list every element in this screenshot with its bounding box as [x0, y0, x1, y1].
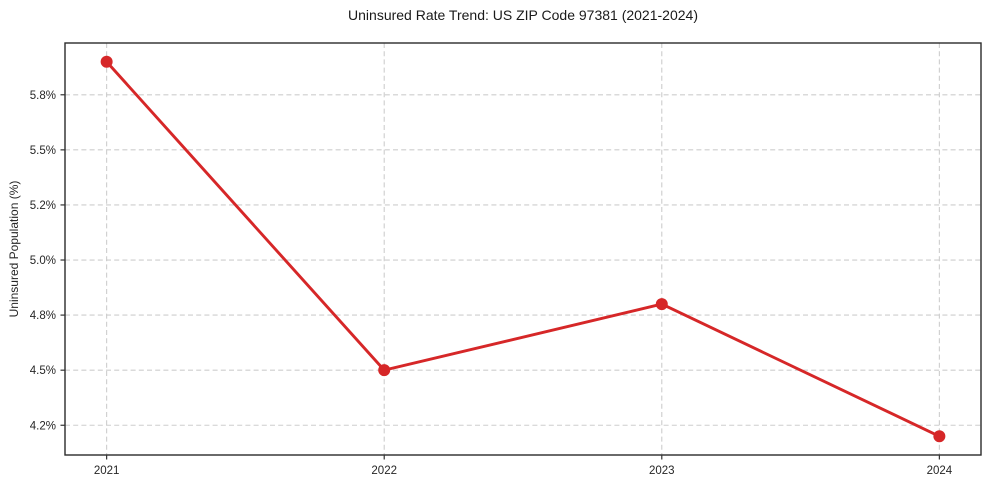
x-tick-label: 2024	[927, 465, 953, 477]
y-tick-label: 4.8%	[30, 310, 56, 322]
y-tick-label: 5.0%	[30, 255, 56, 267]
x-tick-label: 2023	[649, 465, 675, 477]
data-points	[100, 55, 946, 443]
data-point	[933, 430, 946, 443]
tick-marks	[60, 94, 940, 460]
data-point	[100, 55, 113, 68]
y-tick-label: 4.5%	[30, 365, 56, 377]
chart-title: Uninsured Rate Trend: US ZIP Code 97381 …	[348, 7, 698, 23]
gridlines	[65, 43, 981, 455]
data-point	[378, 364, 391, 377]
x-tick-label: 2021	[94, 465, 120, 477]
x-tick-label: 2022	[371, 465, 397, 477]
y-tick-label: 5.5%	[30, 145, 56, 157]
series-line	[105, 60, 941, 438]
y-tick-label: 5.8%	[30, 90, 56, 102]
axes-spines	[64, 42, 982, 456]
tick-labels: 4.2% 4.5% 4.8% 5.0% 5.2% 5.5% 5.8% 2021 2022 2023…	[30, 90, 953, 477]
y-tick-label: 4.2%	[30, 420, 56, 432]
y-tick-label: 5.2%	[30, 200, 56, 212]
data-point	[655, 298, 668, 311]
